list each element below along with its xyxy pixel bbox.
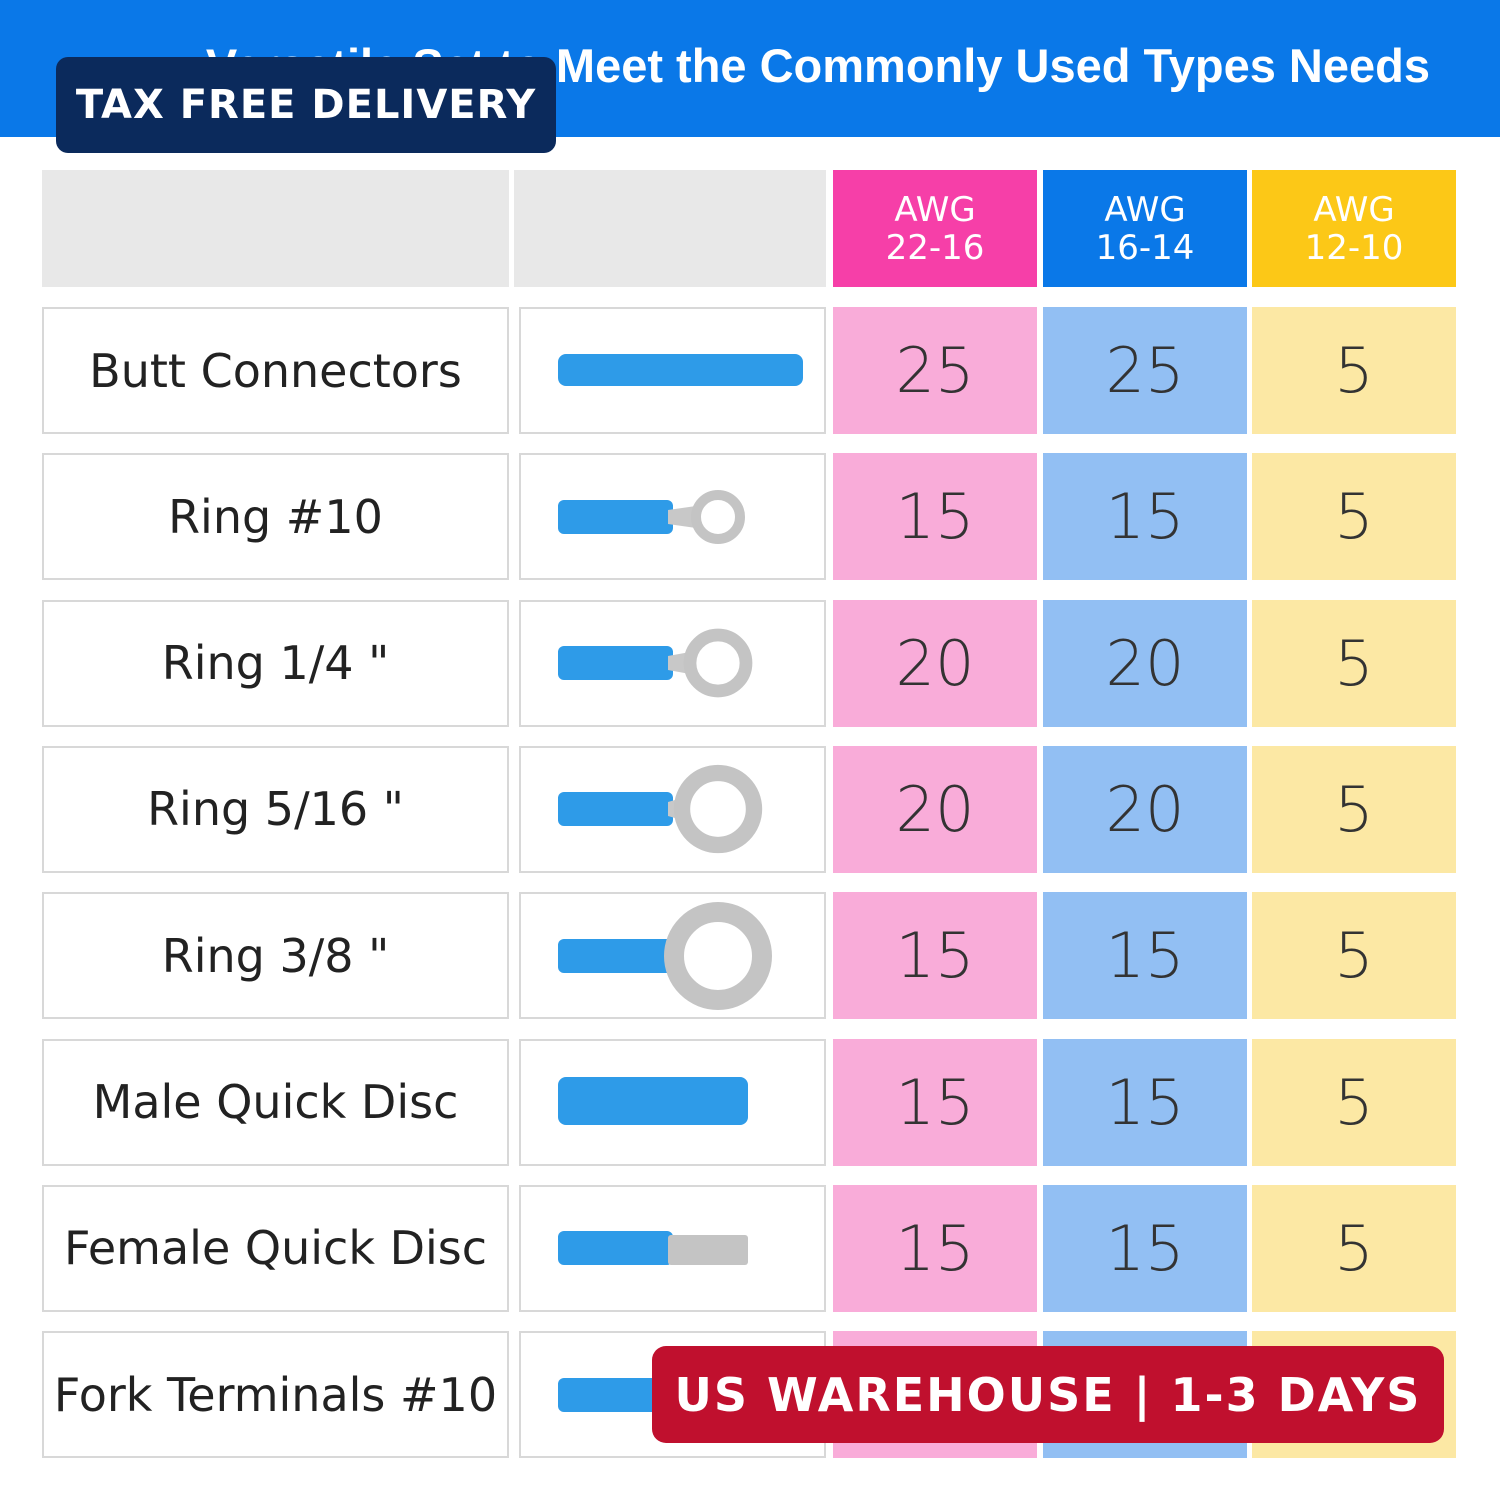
image-cell <box>519 1038 826 1166</box>
count-cell: 5 <box>1252 599 1456 727</box>
row-name: Male Quick Disc <box>92 1075 459 1129</box>
connector-image <box>557 353 803 386</box>
row-name: Ring #10 <box>168 489 383 544</box>
count: 25 <box>1105 334 1185 407</box>
row-name-cell: Ring #10 <box>42 453 509 581</box>
count-cell: 15 <box>1043 453 1247 581</box>
count: 5 <box>1334 626 1374 700</box>
count: 15 <box>1105 1065 1185 1139</box>
row-name: Ring 1/4 " <box>161 636 390 691</box>
count-cell: 5 <box>1252 892 1456 1020</box>
connector-image <box>557 628 752 698</box>
connector-image <box>557 489 745 544</box>
count: 15 <box>895 1211 975 1285</box>
count-cell: 20 <box>833 745 1037 873</box>
image-cell <box>519 453 826 581</box>
row-name: Female Quick Disc <box>63 1221 488 1276</box>
count-cell: 15 <box>833 1184 1037 1312</box>
connector-image <box>557 901 772 1010</box>
count-cell: 15 <box>1043 892 1247 1020</box>
count: 25 <box>895 334 975 407</box>
column-label: AWG <box>894 189 976 230</box>
image-cell <box>519 1184 826 1312</box>
count-cell: 20 <box>1043 599 1247 727</box>
count: 5 <box>1334 1065 1374 1139</box>
column-range: 12-10 <box>1304 227 1404 268</box>
count: 20 <box>895 772 975 846</box>
count-cell: 5 <box>1252 453 1456 581</box>
count: 5 <box>1334 919 1374 993</box>
image-cell <box>519 307 826 434</box>
count-cell: 5 <box>1252 307 1456 434</box>
count: 5 <box>1334 334 1374 407</box>
count-cell: 25 <box>1043 307 1247 434</box>
column-range: 22-16 <box>885 227 985 268</box>
column-range: 16-14 <box>1095 227 1195 268</box>
connector-image <box>557 1231 748 1266</box>
count: 15 <box>1105 480 1185 554</box>
row-name-cell: Female Quick Disc <box>42 1184 509 1312</box>
count: 15 <box>895 1065 975 1139</box>
count: 20 <box>1105 626 1185 700</box>
count: 20 <box>895 626 975 700</box>
count-cell: 15 <box>833 892 1037 1020</box>
count-cell: 5 <box>1252 1038 1456 1166</box>
row-name-cell: Male Quick Disc <box>42 1038 509 1166</box>
count-cell: 5 <box>1252 745 1456 873</box>
count: 5 <box>1334 772 1374 846</box>
count: 20 <box>1105 772 1185 846</box>
count-cell: 15 <box>833 1038 1037 1166</box>
row-name: Ring 5/16 " <box>147 782 404 837</box>
tax-badge: TAX FREE DELIVERY <box>56 57 556 153</box>
warehouse-badge: US WAREHOUSE | 1-3 DAYS <box>652 1346 1444 1443</box>
count: 5 <box>1334 1211 1374 1285</box>
row-name-cell: Butt Connectors <box>42 307 509 434</box>
row-name: Butt Connectors <box>89 343 462 398</box>
row-name: Fork Terminals #10 <box>53 1367 498 1422</box>
count-cell: 20 <box>1043 745 1247 873</box>
column-header: AWG 12-10 <box>1252 170 1456 287</box>
count: 15 <box>895 480 975 554</box>
row-name-cell: Ring 5/16 " <box>42 745 509 873</box>
column-header: AWG 22-16 <box>833 170 1037 287</box>
header-cell <box>514 170 826 287</box>
count: 5 <box>1334 480 1374 554</box>
row-name-cell: Fork Terminals #10 <box>42 1331 509 1459</box>
count-cell: 5 <box>1252 1184 1456 1312</box>
count: 15 <box>1105 919 1185 993</box>
column-header: AWG 16-14 <box>1043 170 1247 287</box>
image-cell <box>519 599 826 727</box>
image-cell <box>519 745 826 873</box>
column-label: AWG <box>1104 189 1186 230</box>
row-name-cell: Ring 3/8 " <box>42 892 509 1020</box>
column-label: AWG <box>1313 189 1395 230</box>
count-cell: 25 <box>833 307 1037 434</box>
count: 15 <box>1105 1211 1185 1285</box>
header-cell <box>42 170 509 287</box>
count-cell: 15 <box>1043 1184 1247 1312</box>
row-name-cell: Ring 1/4 " <box>42 599 509 727</box>
connector-image <box>557 765 762 854</box>
connector-image <box>557 1077 748 1125</box>
count: 15 <box>895 919 975 993</box>
image-cell <box>519 892 826 1020</box>
count-cell: 15 <box>833 453 1037 581</box>
row-name: Ring 3/8 " <box>161 928 390 983</box>
count-cell: 15 <box>1043 1038 1247 1166</box>
count-cell: 20 <box>833 599 1037 727</box>
